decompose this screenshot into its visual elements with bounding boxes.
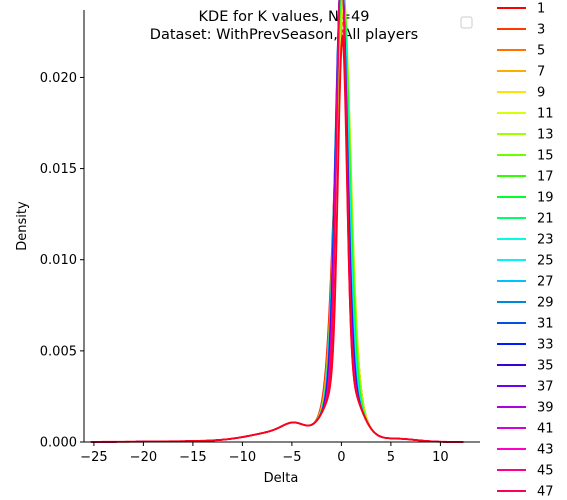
kde-series-line bbox=[90, 0, 464, 443]
legend-label: 19 bbox=[537, 191, 554, 206]
kde-series-line bbox=[90, 0, 464, 443]
x-tick-label: −10 bbox=[229, 450, 256, 465]
legend-label: 39 bbox=[537, 401, 554, 416]
x-axis-label: Delta bbox=[264, 471, 299, 486]
kde-series-line bbox=[90, 0, 464, 443]
legend-label: 41 bbox=[537, 422, 554, 437]
y-tick-label: 0.010 bbox=[40, 253, 77, 268]
legend-label: 7 bbox=[537, 65, 545, 80]
x-tick-label: 0 bbox=[337, 450, 345, 465]
x-tick-label: −15 bbox=[179, 450, 206, 465]
chart-title: KDE for K values, N=49 bbox=[199, 9, 370, 25]
kde-series-line bbox=[90, 0, 464, 443]
kde-series-line bbox=[90, 0, 464, 443]
kde-series-line bbox=[90, 0, 464, 443]
legend-label: 15 bbox=[537, 149, 554, 164]
legend-label: 27 bbox=[537, 275, 554, 290]
legend-label: 11 bbox=[537, 107, 554, 122]
y-tick-label: 0.005 bbox=[40, 344, 77, 359]
x-tick-label: 10 bbox=[432, 450, 449, 465]
kde-series-line bbox=[90, 29, 464, 443]
kde-series-line bbox=[90, 0, 464, 443]
kde-series-line bbox=[90, 21, 464, 443]
kde-series-line bbox=[90, 0, 464, 443]
legend-label: 37 bbox=[537, 380, 554, 395]
legend-label: 43 bbox=[537, 443, 554, 458]
y-tick-label: 0.020 bbox=[40, 71, 77, 86]
kde-series-line bbox=[90, 0, 464, 443]
legend-label: 33 bbox=[537, 338, 554, 353]
kde-series-line bbox=[90, 0, 464, 443]
legend-label: 5 bbox=[537, 44, 545, 59]
legend: 1357911131517192123252729313335373941434… bbox=[497, 2, 554, 500]
kde-series-line bbox=[90, 0, 464, 443]
legend-label: 1 bbox=[537, 2, 545, 17]
y-tick-label: 0.000 bbox=[40, 436, 77, 451]
kde-series-line bbox=[90, 3, 464, 443]
x-tick-label: −25 bbox=[80, 450, 107, 465]
x-tick-label: −5 bbox=[282, 450, 301, 465]
x-tick-label: 5 bbox=[387, 450, 395, 465]
kde-series-line bbox=[90, 0, 464, 443]
legend-frame bbox=[460, 16, 473, 29]
legend-label: 25 bbox=[537, 254, 554, 269]
legend-label: 9 bbox=[537, 86, 545, 101]
kde-series-line bbox=[90, 34, 464, 443]
legend-label: 35 bbox=[537, 359, 554, 374]
legend-label: 17 bbox=[537, 170, 554, 185]
legend-label: 13 bbox=[537, 128, 554, 143]
kde-series-line bbox=[90, 0, 464, 443]
y-axis-label: Density bbox=[15, 201, 30, 251]
kde-curves bbox=[90, 0, 464, 443]
legend-label: 21 bbox=[537, 212, 554, 227]
kde-series-line bbox=[90, 0, 464, 443]
legend-label: 45 bbox=[537, 464, 554, 479]
legend-label: 23 bbox=[537, 233, 554, 248]
legend-label: 47 bbox=[537, 485, 554, 500]
chart-subtitle: Dataset: WithPrevSeason, All players bbox=[150, 27, 418, 43]
legend-label: 29 bbox=[537, 296, 554, 311]
kde-series-line bbox=[90, 0, 464, 443]
x-tick-label: −20 bbox=[130, 450, 157, 465]
kde-series-line bbox=[90, 0, 464, 443]
kde-series-line bbox=[90, 36, 464, 443]
y-tick-label: 0.015 bbox=[40, 162, 77, 177]
kde-series-line bbox=[90, 0, 464, 443]
kde-series-line bbox=[90, 0, 464, 443]
legend-label: 31 bbox=[537, 317, 554, 332]
legend-label: 3 bbox=[537, 23, 545, 38]
kde-series-line bbox=[90, 12, 464, 443]
axes: −25 −20 −15 −10 −5 0 5 10 0.000 0.005 0.010 0.015 0.… bbox=[40, 10, 480, 465]
kde-series-line bbox=[90, 0, 464, 443]
